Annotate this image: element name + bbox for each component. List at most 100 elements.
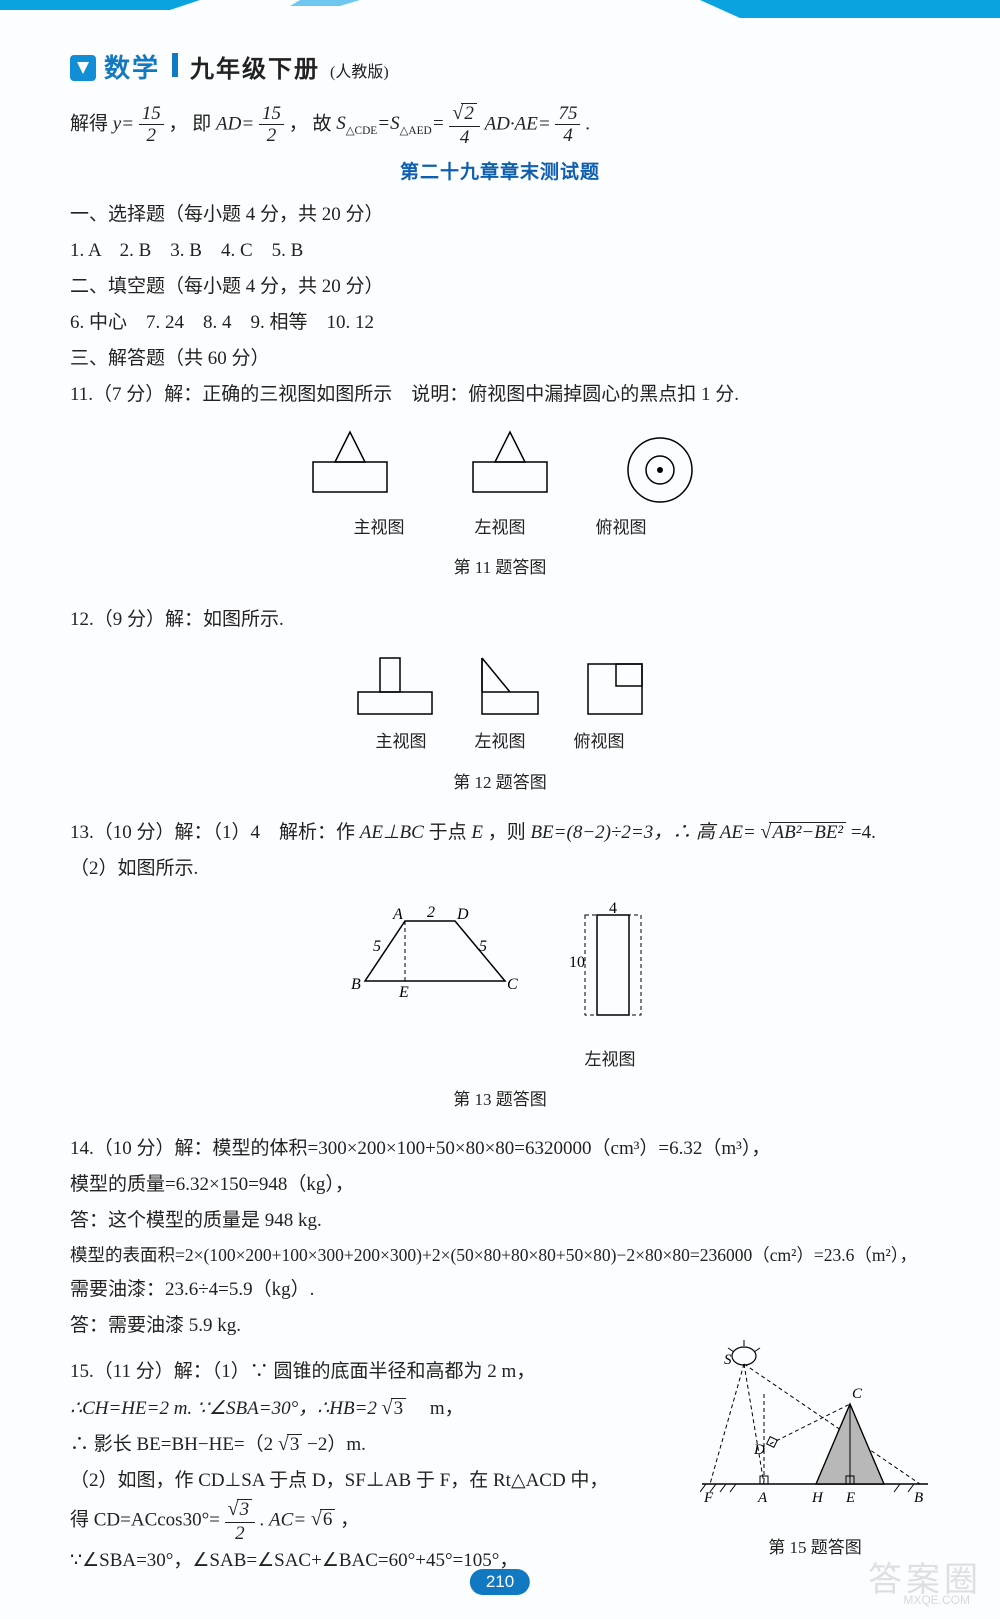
- lbl-D: D: [753, 1442, 765, 1458]
- q11-text: 11.（7 分）解：正确的三视图如图所示 说明：俯视图中漏掉圆心的黑点扣 1 分…: [70, 377, 930, 413]
- den: 2: [139, 125, 164, 145]
- label: 左视图: [475, 512, 526, 544]
- page: 数学 九年级下册 (人教版) 解得 y= 152 ， 即 AD= 152 ， 故…: [0, 0, 1000, 1619]
- q15-figure-box: S C D F A H E B 第 15 题答图: [700, 1334, 930, 1563]
- q12-front-view: [350, 652, 440, 722]
- text: 于点: [429, 822, 472, 843]
- text: −2）m.: [307, 1434, 366, 1455]
- math: BE=(8−2)÷2=3，∴ 高 AE=: [530, 822, 755, 843]
- q14-l4: 模型的表面积=2×(100×200+100×300+200×300)+2×(50…: [70, 1239, 930, 1272]
- divider-bar: [172, 53, 178, 77]
- sqrt-arg: AB²−BE²: [769, 822, 846, 844]
- q12-left-view: [470, 652, 550, 722]
- q12-top-view: [580, 652, 650, 722]
- sqrt-arg: 3: [237, 1499, 253, 1521]
- q12-caption: 第 12 题答图: [70, 767, 930, 799]
- text: ， 即: [169, 113, 217, 134]
- text: 解得: [70, 113, 113, 134]
- len-left: 5: [373, 938, 381, 955]
- lbl-E: E: [845, 1490, 855, 1506]
- q11-front-view: [295, 428, 405, 508]
- text: ∴ 影长 BE=BH−HE=（2: [70, 1434, 273, 1455]
- pt-A: A: [392, 906, 403, 923]
- pt-E: E: [398, 984, 409, 1001]
- q13-caption: 第 13 题答图: [70, 1084, 930, 1116]
- q15-figure: S C D F A H E B: [700, 1334, 930, 1514]
- q11-caption: 第 11 题答图: [70, 552, 930, 584]
- lbl-C: C: [852, 1386, 863, 1402]
- text: .: [585, 113, 590, 134]
- den: 2: [225, 1523, 255, 1543]
- lbl-B: B: [914, 1490, 923, 1506]
- label: 主视图: [354, 512, 405, 544]
- lbl-A: A: [757, 1490, 768, 1506]
- q13-figures: A D B C E 2 5 5 4 10 左视图: [70, 901, 930, 1076]
- label: 俯视图: [574, 726, 625, 758]
- pt-C: C: [507, 976, 518, 993]
- q11-top-view: [615, 428, 705, 508]
- logo-icon: [70, 55, 96, 81]
- page-number: 210: [470, 1569, 530, 1595]
- sqrt-arg: 3: [391, 1398, 407, 1420]
- watermark-url: MXQE.COM: [903, 1593, 970, 1607]
- q14-l3: 答：这个模型的质量是 948 kg.: [70, 1203, 930, 1239]
- rect-h: 10: [569, 954, 585, 971]
- q12-text: 12.（9 分）解：如图所示.: [70, 602, 930, 638]
- len-top: 2: [427, 904, 435, 921]
- grade: 九年级下册: [190, 49, 320, 84]
- label: 左视图: [475, 726, 526, 758]
- math: AE⊥BC: [360, 822, 424, 843]
- q13-line2: （2）如图所示.: [70, 851, 930, 887]
- text: ，则: [488, 822, 531, 843]
- lbl-F: F: [703, 1490, 714, 1506]
- pt-B: B: [351, 976, 361, 993]
- text: ，: [340, 1509, 359, 1530]
- num: 15: [259, 104, 284, 125]
- den: 2: [259, 125, 284, 145]
- text: =4.: [851, 822, 876, 843]
- content: 解得 y= 152 ， 即 AD= 152 ， 故 S△CDE=S△AED= √…: [70, 103, 930, 1579]
- len-right: 5: [479, 938, 487, 955]
- lbl-S: S: [724, 1352, 732, 1368]
- q13-trapezoid: A D B C E 2 5 5: [345, 901, 525, 1011]
- top-accent: [0, 0, 1000, 18]
- test-title: 第二十九章章末测试题: [70, 155, 930, 191]
- pt-D: D: [456, 906, 469, 923]
- q13-line1: 13.（10 分）解：（1）4 解析：作 AE⊥BC 于点 E ，则 BE=(8…: [70, 815, 930, 851]
- q14-l5: 需要油漆：23.6÷4=5.9（kg）.: [70, 1272, 930, 1308]
- q11-figures: [70, 428, 930, 508]
- rect-w: 4: [609, 901, 617, 917]
- label: 主视图: [376, 726, 427, 758]
- q11-labels: 主视图 左视图 俯视图: [70, 512, 930, 544]
- lbl-H: H: [811, 1490, 824, 1506]
- version: (人教版): [330, 58, 389, 82]
- text: m，: [411, 1398, 464, 1419]
- page-header: 数学 九年级下册 (人教版): [70, 48, 930, 85]
- sqrt-arg: 3: [287, 1434, 303, 1456]
- section-2-answers: 6. 中心 7. 24 8. 4 9. 相等 10. 12: [70, 305, 930, 341]
- text: 得 CD=ACcos30°=: [70, 1509, 220, 1530]
- rect-label: 左视图: [565, 1044, 655, 1076]
- section-1-answers: 1. A 2. B 3. B 4. C 5. B: [70, 233, 930, 269]
- den: 4: [449, 127, 479, 147]
- label: 俯视图: [596, 512, 647, 544]
- text: 13.（10 分）解：（1）4 解析：作: [70, 822, 360, 843]
- num: 15: [139, 104, 164, 125]
- sqrt-arg: 6: [320, 1509, 336, 1531]
- section-1-heading: 一、选择题（每小题 4 分，共 20 分）: [70, 197, 930, 233]
- q14-l1: 14.（10 分）解：模型的体积=300×200×100+50×80×80=63…: [70, 1131, 930, 1167]
- section-3-heading: 三、解答题（共 60 分）: [70, 341, 930, 377]
- text: ∴CH=HE=2 m. ∵∠SBA=30°，∴HB=2: [70, 1398, 377, 1419]
- den: 4: [555, 125, 580, 145]
- subject: 数学: [104, 48, 160, 85]
- sqrt-arg: 2: [461, 103, 477, 125]
- q12-figures: [70, 652, 930, 722]
- math: E: [471, 822, 483, 843]
- text: AD·AE=: [485, 113, 551, 134]
- num: 75: [555, 104, 580, 125]
- section-2-heading: 二、填空题（每小题 4 分，共 20 分）: [70, 269, 930, 305]
- carryover-solution: 解得 y= 152 ， 即 AD= 152 ， 故 S△CDE=S△AED= √…: [70, 103, 930, 147]
- q12-labels: 主视图 左视图 俯视图: [70, 726, 930, 758]
- text: . AC=: [260, 1509, 306, 1530]
- q13-rect-box: 4 10 左视图: [565, 901, 655, 1076]
